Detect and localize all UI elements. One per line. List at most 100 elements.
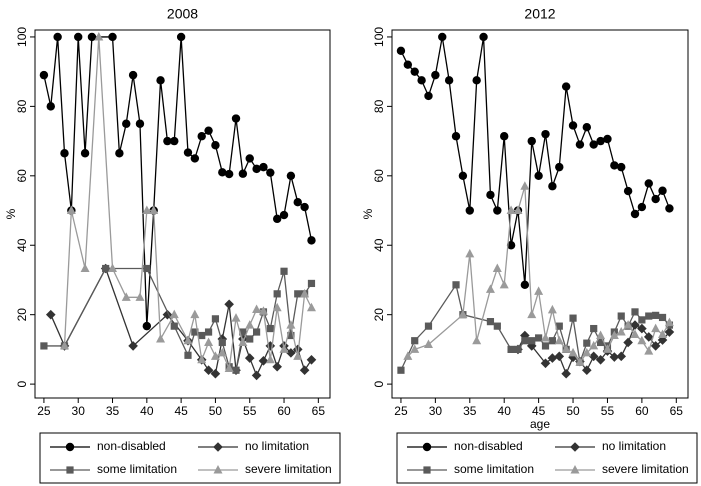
data-point [286, 348, 296, 358]
data-point [39, 70, 49, 80]
x-tick-label: 30 [72, 404, 86, 418]
data-point [40, 342, 48, 350]
data-point [547, 304, 557, 314]
data-point [658, 186, 667, 195]
legend-marker [213, 442, 223, 452]
data-point [541, 332, 551, 342]
data-point [128, 341, 138, 351]
data-point [108, 32, 117, 42]
data-point [265, 354, 275, 364]
data-point [541, 129, 550, 139]
data-point [149, 205, 159, 215]
data-point [631, 308, 639, 316]
data-point [589, 140, 598, 149]
data-point [651, 194, 660, 204]
plot-frame [391, 29, 689, 399]
data-point [520, 181, 530, 190]
data-point [664, 317, 674, 327]
data-point [492, 263, 502, 273]
x-tick-label: 65 [312, 404, 326, 418]
data-point [142, 321, 152, 331]
data-point [87, 32, 97, 42]
legend-marker [423, 466, 431, 474]
data-point [74, 32, 83, 42]
data-point [534, 286, 544, 295]
data-point [170, 136, 179, 146]
data-point [555, 322, 563, 330]
data-point [279, 210, 289, 220]
data-point [403, 351, 413, 360]
data-point [596, 338, 605, 347]
data-point [300, 288, 310, 298]
data-point [444, 76, 454, 85]
data-point [231, 313, 241, 322]
x-tick-label: 25 [394, 404, 408, 418]
data-point [211, 141, 220, 150]
data-point [410, 344, 420, 353]
data-point [94, 31, 104, 41]
data-point [184, 351, 192, 359]
data-point [458, 171, 468, 181]
y-axis-label: % [361, 208, 375, 219]
data-point [438, 32, 447, 42]
data-point [630, 209, 640, 219]
data-point [142, 205, 152, 215]
data-point [252, 304, 262, 313]
x-tick-label: 45 [532, 404, 546, 418]
data-point [485, 284, 495, 293]
legend-label: non-disabled [97, 439, 166, 453]
data-point [588, 351, 599, 362]
data-point [286, 320, 296, 329]
data-point [102, 264, 110, 273]
data-point [513, 205, 523, 215]
data-point [493, 206, 502, 215]
data-point [190, 309, 200, 319]
chart-title: 2012 [524, 6, 555, 22]
data-point [280, 267, 288, 275]
data-point [554, 351, 565, 362]
data-point [191, 328, 199, 336]
x-tick-label: 55 [601, 404, 615, 418]
y-tick-label: 20 [15, 308, 29, 322]
data-point [198, 331, 206, 340]
data-point [652, 311, 660, 319]
data-point [602, 344, 612, 353]
data-point [548, 182, 557, 191]
data-point [520, 280, 530, 290]
data-point [575, 357, 585, 366]
data-point [424, 91, 433, 101]
data-point [80, 149, 90, 158]
y-tick-label: 40 [15, 238, 29, 252]
data-point [410, 67, 419, 76]
plot-frame [34, 29, 331, 399]
data-point [555, 162, 564, 172]
legend-box [396, 432, 698, 484]
data-point [431, 70, 440, 80]
data-point [596, 330, 606, 340]
data-point [590, 324, 598, 333]
series-line [517, 324, 670, 376]
data-point [265, 341, 276, 351]
data-point [417, 76, 426, 85]
data-point [176, 32, 186, 42]
data-point [609, 352, 620, 362]
data-point [183, 148, 193, 157]
y-tick-label: 0 [15, 380, 29, 387]
x-tick-label: 25 [37, 404, 51, 418]
data-point [135, 292, 145, 301]
data-point [527, 136, 536, 146]
data-point [217, 347, 227, 357]
data-point [80, 263, 90, 273]
data-point [623, 186, 633, 196]
x-tick-label: 30 [429, 404, 443, 418]
data-point [197, 132, 206, 141]
data-point [548, 337, 556, 345]
y-tick-label: 60 [372, 169, 386, 183]
data-point [238, 337, 248, 346]
data-point [610, 161, 619, 170]
data-point [528, 337, 536, 345]
data-point [244, 353, 255, 363]
y-tick-label: 80 [372, 99, 386, 113]
data-point [582, 365, 592, 376]
